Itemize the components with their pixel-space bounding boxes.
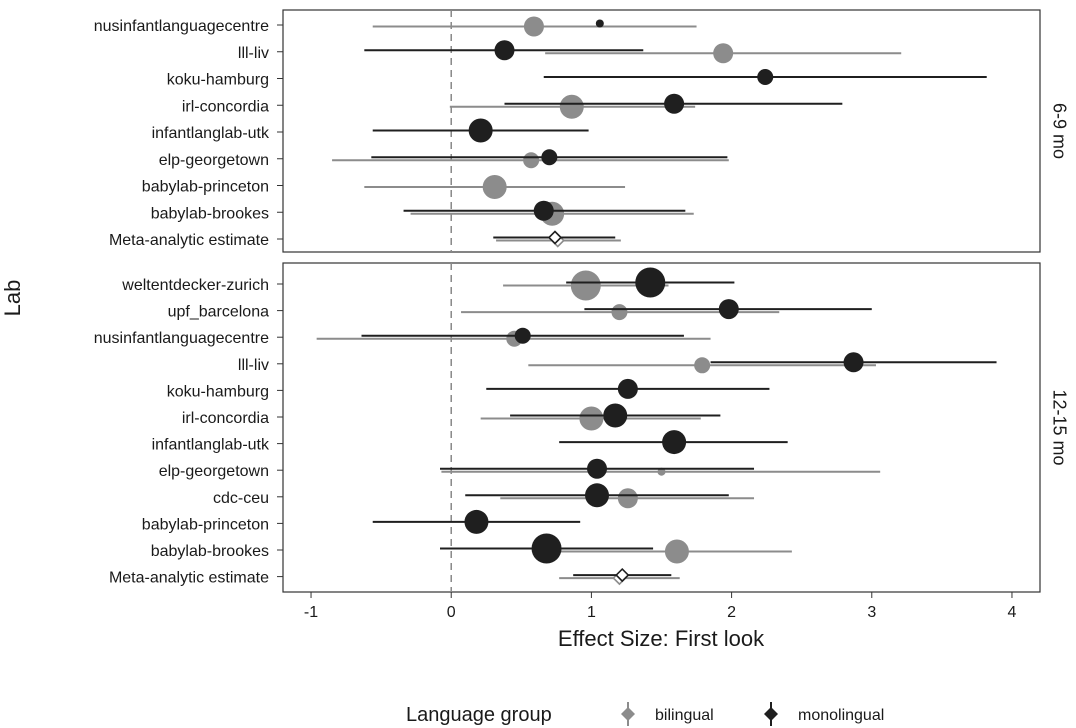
monolingual-point [533, 200, 554, 221]
monolingual-point [635, 267, 666, 298]
bilingual-point [694, 357, 711, 374]
monolingual-point [464, 509, 489, 534]
y-axis-label: Lab [0, 280, 25, 317]
legend-label-bilingual: bilingual [655, 707, 714, 724]
monolingual-point [603, 403, 628, 428]
bilingual-point [523, 16, 544, 37]
y-tick-label: babylab-brookes [151, 205, 269, 222]
bilingual-point [713, 43, 734, 64]
x-tick-label: 1 [587, 604, 596, 621]
monolingual-point [587, 458, 608, 479]
y-tick-label: Meta-analytic estimate [109, 232, 269, 249]
panel-0: 6-9 mo nusinfantlanguagecentre lll-liv koku… [94, 9, 1069, 253]
bilingual-point [611, 304, 628, 321]
x-tick-label: 3 [867, 604, 876, 621]
y-tick-label: nusinfantlanguagecentre [94, 18, 269, 35]
monolingual-point [664, 93, 685, 114]
facet-strip-label: 12-15 mo [1049, 389, 1069, 465]
y-tick-label: nusinfantlanguagecentre [94, 330, 269, 347]
legend-title: Language group [406, 704, 552, 726]
legend-key-bilingual [621, 707, 635, 721]
y-tick-label: cdc-ceu [213, 490, 269, 507]
y-tick-label: infantlanglab-utk [152, 437, 270, 454]
monolingual-point [514, 327, 531, 344]
y-tick-label: weltentdecker-zurich [121, 277, 269, 294]
monolingual-meta-diamond [615, 567, 630, 583]
monolingual-point [541, 149, 558, 166]
monolingual-point [468, 118, 493, 143]
bilingual-point [559, 94, 584, 119]
y-tick-label: infantlanglab-utk [152, 125, 270, 142]
y-tick-label: elp-georgetown [159, 463, 269, 480]
bilingual-point [664, 539, 689, 564]
legend-key-monolingual [764, 707, 778, 721]
y-tick-label: koku-hamburg [167, 383, 269, 400]
monolingual-point [585, 483, 610, 508]
y-tick-label: upf_barcelona [168, 304, 270, 321]
y-tick-label: irl-concordia [182, 410, 269, 427]
monolingual-point [757, 69, 774, 85]
y-tick-label: Meta-analytic estimate [109, 570, 269, 587]
monolingual-point [718, 299, 739, 320]
panel-frame [282, 262, 1041, 593]
bilingual-point [617, 488, 638, 509]
bilingual-point [482, 175, 507, 199]
y-tick-label: babylab-brookes [151, 543, 269, 560]
monolingual-point [595, 19, 604, 28]
y-tick-label: babylab-princeton [142, 179, 269, 196]
y-tick-label: irl-concordia [182, 98, 269, 115]
monolingual-point [494, 40, 515, 61]
x-tick-label: 2 [727, 604, 736, 621]
monolingual-meta-diamond [547, 230, 563, 245]
monolingual-point [843, 352, 864, 373]
x-tick-label: -1 [304, 604, 318, 621]
legend-label-monolingual: monolingual [798, 707, 884, 724]
monolingual-point [617, 378, 638, 399]
bilingual-point [523, 152, 540, 169]
bilingual-point [570, 270, 601, 301]
y-tick-label: lll-liv [238, 357, 269, 374]
y-tick-label: elp-georgetown [159, 152, 269, 169]
panel-1: 12-15 mo weltentdecker-zurich upf_barcelon… [94, 262, 1069, 593]
x-tick-label: 4 [1008, 604, 1017, 621]
monolingual-point [662, 430, 687, 455]
facet-strip-label: 6-9 mo [1049, 103, 1069, 159]
bilingual-point [579, 406, 604, 431]
y-tick-label: babylab-princeton [142, 516, 269, 533]
y-tick-label: lll-liv [238, 45, 269, 62]
x-tick-label: 0 [447, 604, 456, 621]
monolingual-point [531, 533, 562, 564]
y-tick-label: koku-hamburg [167, 72, 269, 89]
x-axis-label: Effect Size: First look [558, 626, 765, 651]
